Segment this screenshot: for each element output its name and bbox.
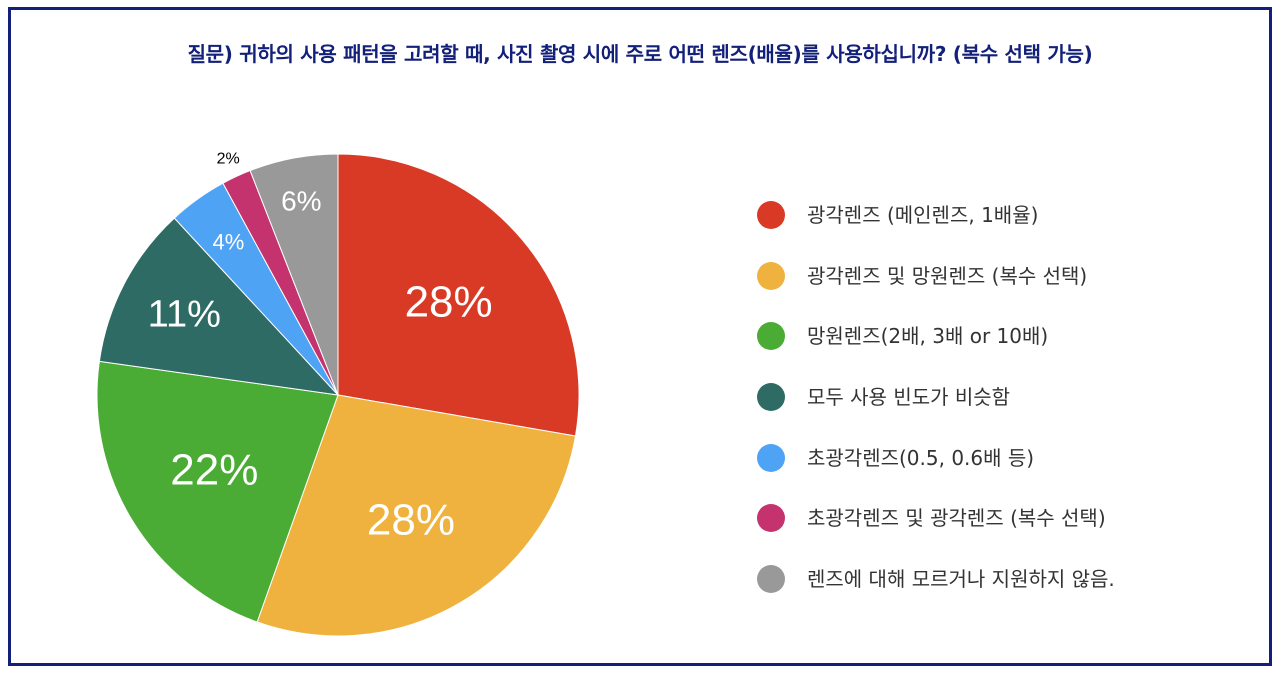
chart-title: 질문) 귀하의 사용 패턴을 고려할 때, 사진 촬영 시에 주로 어떤 렌즈(… (187, 42, 1093, 66)
legend-item-0: 광각렌즈 (메인렌즈, 1배율) (757, 197, 1257, 258)
pie-labels: 28% 28% 22% 11% 4% 2% 6% (148, 151, 493, 545)
pie-slice-2 (96, 360, 339, 623)
legend-label-6: 렌즈에 대해 모르거나 지원하지 않음. (807, 567, 1115, 592)
legend-label-0: 광각렌즈 (메인렌즈, 1배율) (807, 203, 1039, 227)
pie-label-0: 28% (405, 277, 493, 326)
legend-item-1: 광각렌즈 및 망원렌즈 (복수 선택) (757, 258, 1257, 319)
pie-slice-3 (98, 217, 340, 396)
legend-item-4: 초광각렌즈(0.5, 0.6배 등) (757, 440, 1257, 501)
legend-swatch-1 (757, 261, 785, 290)
legend-label-1: 광각렌즈 및 망원렌즈 (복수 선택) (807, 263, 1088, 288)
legend-swatch-0 (757, 201, 785, 229)
pie-slice-0 (337, 153, 580, 437)
legend-swatch-2 (757, 322, 785, 351)
legend-swatch-5 (757, 504, 785, 533)
pie-label-2: 22% (170, 445, 258, 494)
legend-label-5: 초광각렌즈 및 광각렌즈 (복수 선택) (807, 506, 1106, 531)
legend-swatch-4 (757, 443, 785, 472)
pie-label-5: 2% (217, 151, 240, 168)
pie-label-6: 6% (281, 185, 321, 216)
legend-item-6: 렌즈에 대해 모르거나 지원하지 않음. (757, 561, 1257, 622)
legend-swatch-3 (757, 383, 785, 412)
legend-label-3: 모두 사용 빈도가 비슷함 (807, 385, 1011, 410)
pie-label-3: 11% (148, 294, 221, 336)
pie-label-1: 28% (367, 495, 455, 544)
legend-label-4: 초광각렌즈(0.5, 0.6배 등) (807, 445, 1035, 470)
pie-label-4: 4% (213, 230, 245, 255)
legend-item-2: 망원렌즈(2배, 3배 or 10배) (757, 318, 1257, 379)
legend-label-2: 망원렌즈(2배, 3배 or 10배) (807, 324, 1049, 349)
legend-item-3: 모두 사용 빈도가 비슷함 (757, 379, 1257, 440)
legend-swatch-6 (757, 565, 785, 594)
chart-legend: 광각렌즈 (메인렌즈, 1배율) 광각렌즈 및 망원렌즈 (복수 선택) 망원렌즈(… (757, 197, 1257, 622)
pie-slices (96, 153, 580, 637)
pie-slice-6 (249, 153, 339, 396)
pie-slice-1 (256, 394, 577, 637)
legend-item-5: 초광각렌즈 및 광각렌즈 (복수 선택) (757, 500, 1257, 561)
